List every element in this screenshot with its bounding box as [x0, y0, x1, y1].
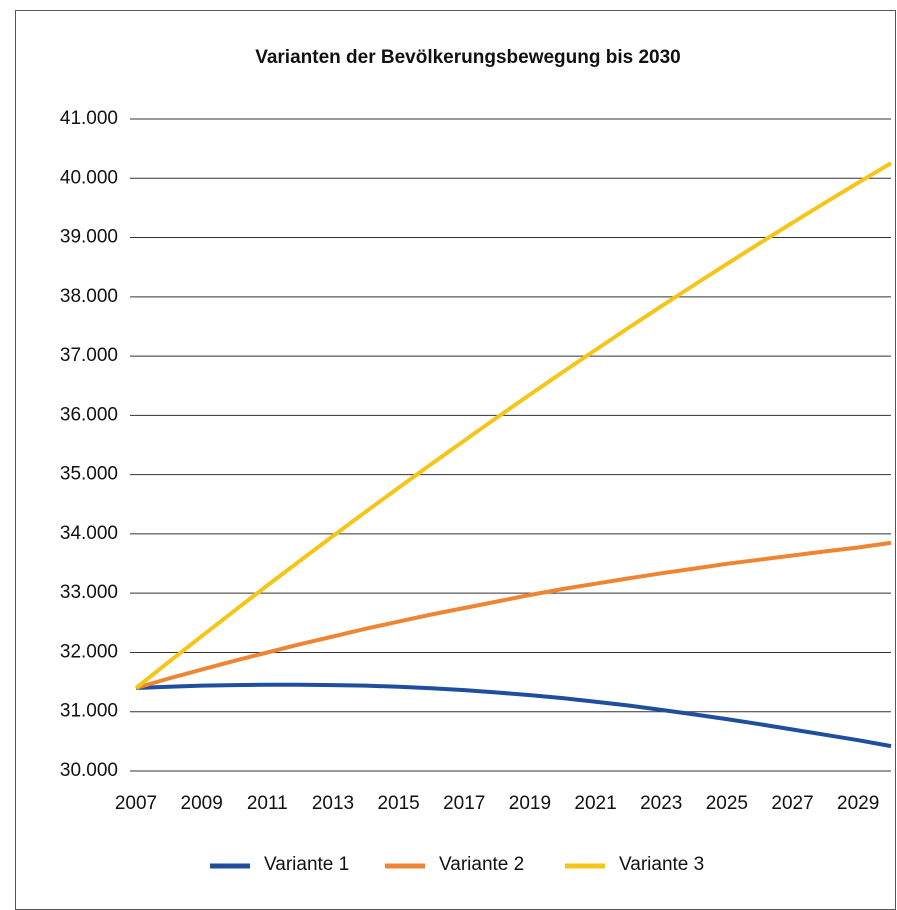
x-tick-label: 2021 [574, 793, 616, 814]
y-tick-label: 40.000 [60, 167, 118, 188]
series-line [135, 540, 892, 690]
x-tick-label: 2017 [443, 793, 485, 814]
x-tick-label: 2023 [640, 793, 682, 814]
x-tick-label: 2019 [509, 793, 551, 814]
y-tick-label: 31.000 [60, 701, 118, 722]
y-tick-label: 34.000 [60, 523, 118, 544]
x-tick-label: 2029 [837, 793, 879, 814]
y-tick-label: 36.000 [60, 404, 118, 425]
series-line [134, 161, 893, 690]
y-tick-label: 35.000 [60, 464, 118, 485]
x-tick-label: 2011 [247, 793, 288, 814]
y-tick-label: 38.000 [60, 286, 118, 307]
legend-label: Variante 1 [264, 854, 349, 875]
y-tick-label: 37.000 [60, 345, 118, 366]
legend-label: Variante 2 [439, 854, 524, 875]
y-tick-label: 32.000 [60, 641, 118, 662]
x-tick-label: 2025 [706, 793, 748, 814]
y-tick-label: 41.000 [60, 108, 118, 129]
x-tick-label: 2013 [312, 793, 354, 814]
y-tick-label: 33.000 [60, 582, 118, 603]
chart-title: Varianten der Bevölkerungsbewegung bis 2… [255, 47, 681, 68]
frame [15, 10, 896, 910]
y-tick-label: 30.000 [60, 760, 118, 781]
y-tick-label: 39.000 [60, 227, 118, 248]
x-tick-label: 2009 [181, 793, 223, 814]
x-tick-label: 2027 [771, 793, 813, 814]
x-tick-label: 2015 [377, 793, 419, 814]
x-tick-label: 2007 [115, 793, 157, 814]
series-line [135, 682, 892, 749]
legend-label: Variante 3 [619, 854, 704, 875]
